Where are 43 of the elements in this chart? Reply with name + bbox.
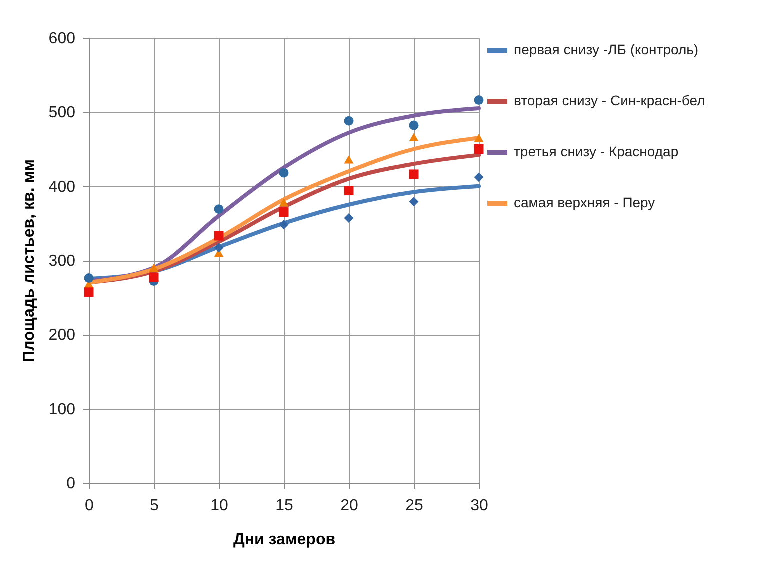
y-tick-label: 100 [48, 401, 76, 418]
point [344, 213, 354, 223]
point [474, 134, 484, 142]
y-tick-label: 600 [48, 30, 76, 48]
x-tick-label: 15 [276, 498, 294, 514]
point [214, 231, 224, 241]
y-tick-label: 500 [48, 104, 76, 122]
point [84, 274, 94, 284]
x-tick-label: 25 [406, 498, 424, 514]
point [344, 186, 354, 196]
point [279, 198, 289, 207]
point [84, 288, 94, 298]
legend-label: первая снизу -ЛБ (контроль) [514, 42, 699, 58]
point [149, 264, 159, 272]
point [344, 116, 354, 126]
y-tick-label: 200 [48, 327, 76, 344]
point [214, 204, 224, 214]
x-tick-label: 10 [210, 498, 228, 514]
legend-label: самая верхняя - Перу [514, 194, 656, 210]
point [279, 208, 289, 218]
x-tick-label: 30 [470, 498, 488, 514]
y-tick-label: 0 [66, 476, 76, 492]
x-tick-label: 20 [340, 498, 358, 514]
y-tick-label: 400 [48, 178, 76, 196]
point [149, 272, 159, 282]
x-axis-title: Дни замеров [233, 532, 336, 548]
point [409, 197, 419, 207]
x-tick-label: 0 [85, 498, 94, 514]
point [474, 96, 484, 106]
point [474, 144, 484, 154]
point [409, 170, 419, 180]
point [409, 120, 419, 130]
legend-label: вторая снизу - Син-красн-бел [514, 92, 706, 108]
point [279, 168, 289, 178]
point [279, 220, 289, 230]
y-axis-title: Площадь листьев, кв. мм [20, 160, 38, 362]
point [409, 133, 419, 142]
point [474, 172, 484, 182]
x-tick-label: 5 [150, 498, 160, 514]
point [214, 243, 224, 253]
legend-label: третья снизу - Краснодар [514, 144, 679, 160]
point [344, 156, 354, 164]
y-tick-label: 300 [48, 253, 76, 270]
